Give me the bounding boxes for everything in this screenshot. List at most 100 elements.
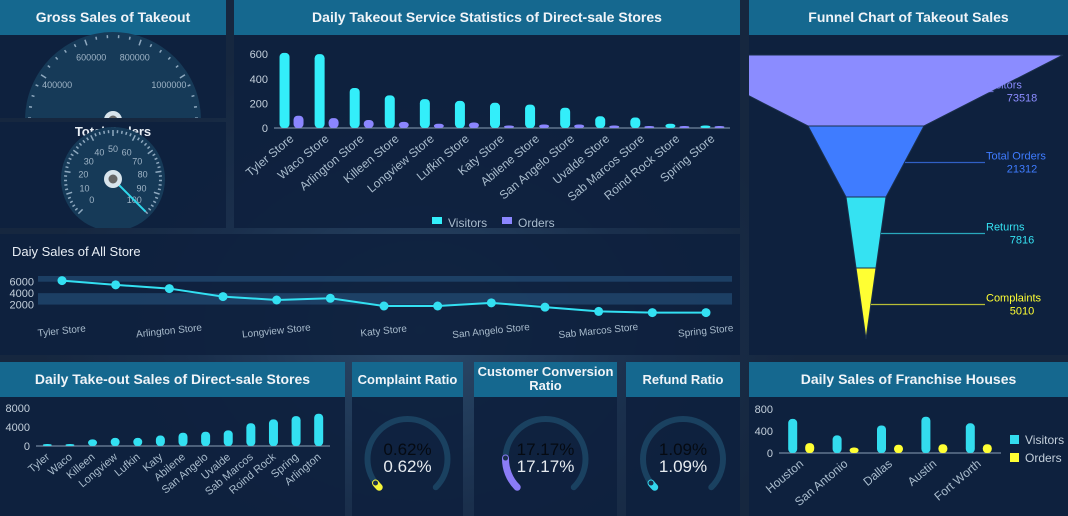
gauge-tick-label: 10 xyxy=(79,183,89,193)
gauge-tick xyxy=(31,94,35,98)
gauge-tick xyxy=(74,207,79,211)
bar xyxy=(291,416,301,446)
gauge-tick-label: 80 xyxy=(138,169,148,179)
legend-swatch xyxy=(432,217,442,224)
gauge-face xyxy=(25,32,201,118)
gauge-tick xyxy=(73,43,77,48)
panel-title: Daily Take-out Sales of Direct-sale Stor… xyxy=(0,362,345,397)
bar xyxy=(328,118,339,128)
panel-title: Gross Sales of Takeout xyxy=(0,0,226,35)
gauge-track xyxy=(640,416,726,491)
gauge-tick xyxy=(137,137,140,141)
bar xyxy=(155,435,165,446)
panel-title: Complaint Ratio xyxy=(352,362,463,397)
funnel-label: Visitors xyxy=(986,80,1022,92)
bar xyxy=(894,444,903,453)
funnel-panel: Funnel Chart of Takeout Sales Visitors 73… xyxy=(749,0,1068,355)
gauge-hub-center xyxy=(108,174,118,184)
data-point xyxy=(433,301,443,311)
gauge-tick xyxy=(120,130,123,134)
x-tick-label: Longview Store xyxy=(242,322,312,340)
gauge-tick xyxy=(75,146,79,150)
bar xyxy=(279,52,290,128)
gauge-tick xyxy=(103,130,106,134)
funnel-value: 5010 xyxy=(1010,306,1034,318)
x-tick-label: Spring Store xyxy=(678,323,735,340)
gauge-tick xyxy=(95,36,98,40)
ratio-value: 0.62% xyxy=(383,457,431,476)
service-stats-panel: Daily Takeout Service Statistics of Dire… xyxy=(234,0,740,228)
gauge-tick xyxy=(154,196,159,200)
funnel-value: 73518 xyxy=(1007,93,1038,105)
bar xyxy=(965,423,975,453)
data-point xyxy=(111,280,121,290)
x-tick-label: Dallas xyxy=(860,457,895,489)
funnel-segment xyxy=(807,125,925,198)
orders-gauge: 0102030405060708090100 xyxy=(61,127,165,228)
y-tick-label: 4000 xyxy=(10,288,34,300)
gauge-tick-label: 40 xyxy=(94,147,104,157)
y-tick-label: 0 xyxy=(767,448,773,460)
gauge-tick xyxy=(67,196,72,200)
y-tick-label: 400 xyxy=(250,74,268,86)
x-tick-label: Katy Store xyxy=(360,324,408,340)
data-point xyxy=(272,295,282,305)
bar xyxy=(201,431,211,446)
gauge-tick xyxy=(167,56,171,60)
gauge-tick xyxy=(63,49,67,54)
gauge-tick xyxy=(187,84,191,87)
gauge-track xyxy=(364,416,451,491)
x-tick-label: Tyler Store xyxy=(37,323,87,339)
data-point xyxy=(57,276,67,286)
bar xyxy=(293,115,304,128)
gauge-tick xyxy=(153,191,160,195)
y-tick-label: 0 xyxy=(24,441,30,453)
gauge-tick xyxy=(82,139,86,144)
gauge-tick xyxy=(84,39,88,46)
bar xyxy=(314,54,325,128)
y-tick-label: 0 xyxy=(262,123,268,135)
bar xyxy=(877,425,886,453)
bar xyxy=(223,430,233,446)
gauge-tick xyxy=(128,36,131,40)
gauge-hub-center xyxy=(108,115,118,118)
gauge-tick xyxy=(70,153,74,157)
x-tick-label: Sab Marcos Store xyxy=(558,322,639,341)
gauge-progress xyxy=(502,454,521,491)
bar xyxy=(982,444,992,453)
bar xyxy=(805,443,815,453)
gauge-tick xyxy=(150,204,154,208)
conversion-ratio-gauge: 17.17%17.17% xyxy=(502,416,589,491)
legend-swatch xyxy=(1010,435,1019,444)
bar xyxy=(363,120,374,128)
conversion-ratio-panel: Customer Conversion Ratio 17.17% 17.17% xyxy=(474,362,617,516)
gauge-pointer-dot xyxy=(503,455,509,461)
gauge-tick xyxy=(66,161,70,165)
funnel-label: Complaints xyxy=(986,293,1042,305)
ratio-value: 17.17% xyxy=(517,457,575,476)
gauge-tick-label: 400000 xyxy=(42,80,72,90)
bar xyxy=(788,418,798,453)
bar xyxy=(832,435,842,453)
panel-title: Daily Takeout Service Statistics of Dire… xyxy=(234,0,740,35)
gauge-tick xyxy=(78,142,83,146)
bar xyxy=(679,126,690,128)
orders-gauge-panel: Total Orders 0102030405060708090100 xyxy=(0,122,226,228)
gauge-tick xyxy=(140,139,144,144)
gauge-pointer-dot xyxy=(373,480,379,486)
gauge-tick-label: 600000 xyxy=(76,53,106,63)
y-tick-label: 800 xyxy=(755,404,773,416)
y-tick-label: 200 xyxy=(250,98,268,110)
gauge-tick xyxy=(94,133,97,137)
bar xyxy=(419,99,430,128)
gauge-tick xyxy=(35,84,39,87)
gauge-tick xyxy=(147,207,152,211)
legend-label: Orders xyxy=(1025,451,1062,465)
bar xyxy=(714,126,725,128)
gross-sales-gauge: 0200000400000600000800000100000012000001… xyxy=(25,32,201,118)
ratio-value: 1.09% xyxy=(659,457,707,476)
bar xyxy=(504,125,514,128)
